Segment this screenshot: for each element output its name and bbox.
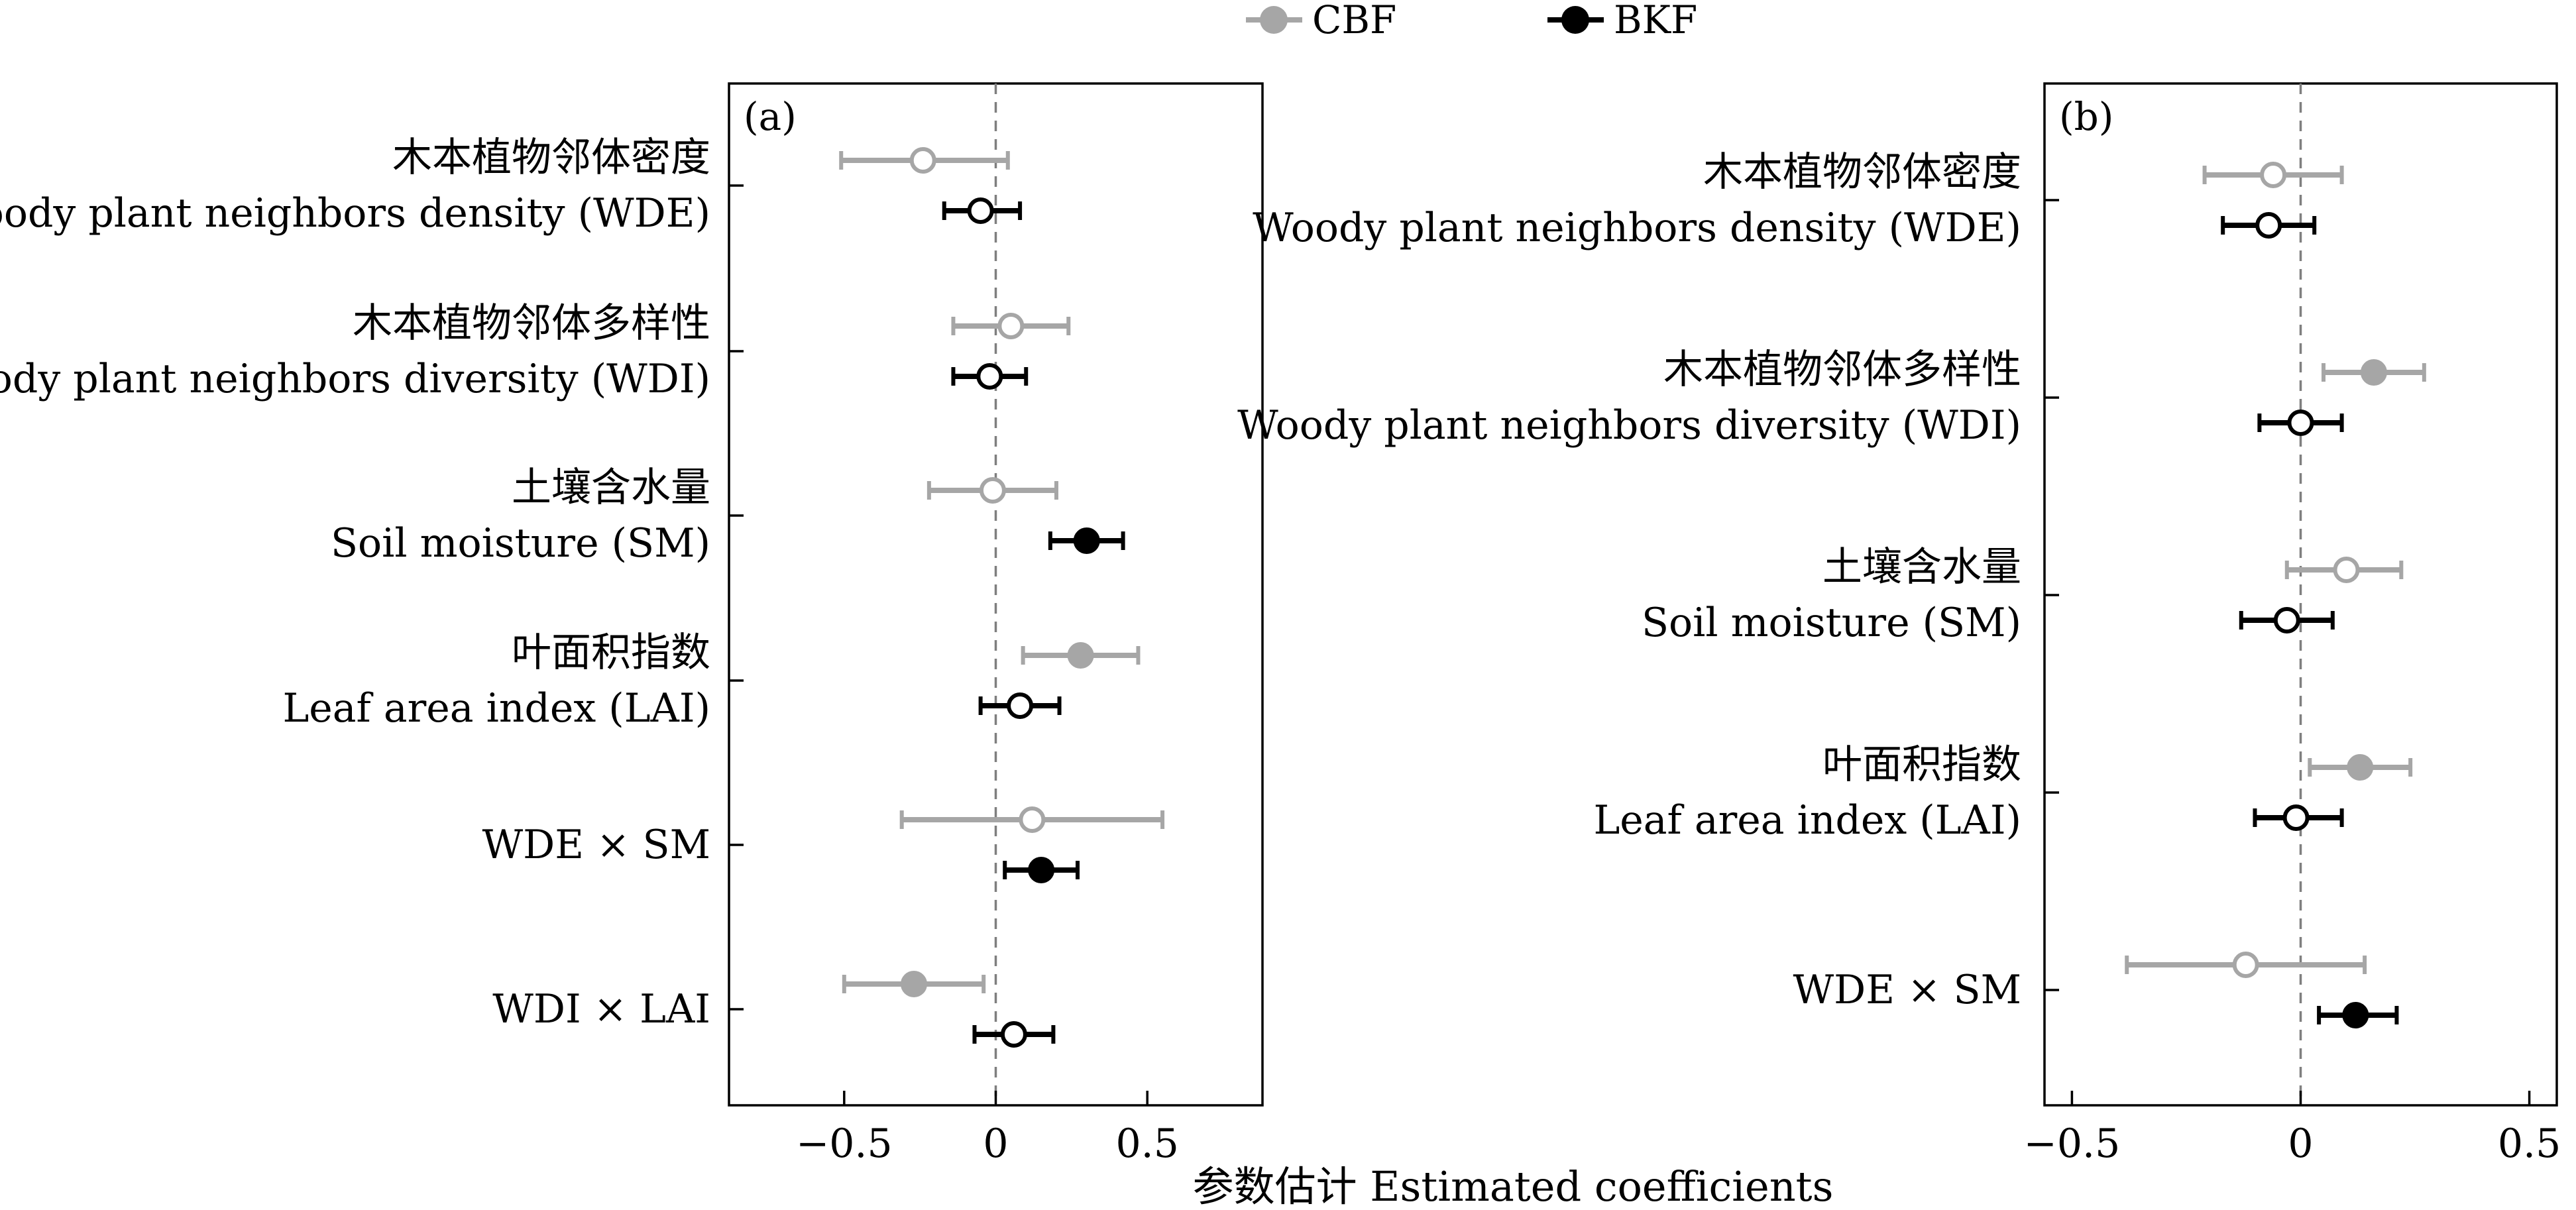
point-bkf [2282, 804, 2310, 831]
point-cbf [2347, 754, 2374, 781]
legend-marker-cbf [1260, 6, 1288, 34]
x-tick-label: −0.5 [796, 1121, 893, 1167]
row-label-cn: 土壤含水量 [512, 465, 710, 511]
point-bkf [2287, 410, 2314, 436]
x-tick-label: 0.5 [2498, 1121, 2561, 1167]
point-bkf [2255, 212, 2282, 239]
row-label-en: Soil moisture (SM) [1642, 600, 2021, 646]
row-label-cn: 土壤含水量 [1822, 544, 2021, 590]
row-label-cn: 木本植物邻体密度 [1703, 149, 2021, 195]
point-cbf [2360, 359, 2387, 386]
row-label-en: Soil moisture (SM) [331, 520, 710, 567]
x-axis-label: 参数估计 Estimated coefficients [1193, 1162, 1834, 1210]
point-bkf [1028, 857, 1055, 883]
point-cbf [901, 971, 928, 997]
legend-marker-bkf [1561, 6, 1589, 34]
point-cbf [2333, 557, 2360, 583]
point-cbf [997, 313, 1025, 339]
legend-label-bkf: BKF [1614, 0, 1697, 42]
row-label-en: Woody plant neighbors diversity (WDI) [1237, 402, 2021, 449]
legend-label-cbf: CBF [1312, 0, 1396, 42]
point-cbf [2260, 162, 2287, 188]
point-cbf [2232, 952, 2259, 978]
point-bkf [2342, 1002, 2369, 1028]
point-cbf [909, 147, 936, 174]
point-bkf [1073, 527, 1100, 554]
row-label-en: WDE × SM [1793, 967, 2021, 1013]
row-label-cn: 木本植物邻体多样性 [1663, 347, 2021, 393]
point-bkf [1007, 692, 1034, 719]
panel-b: (b) −0.5 0 0.5 木本植物邻体密度 Woody plant neighbors… [1237, 82, 2561, 1167]
row-label-cn: 叶面积指数 [1822, 742, 2021, 788]
row-label-en: Woody plant neighbors density (WDE) [1253, 205, 2021, 251]
x-tick-label: 0 [983, 1121, 1008, 1167]
panel-a: (a) −0.5 0 0.5 木本植物邻体密度 Woody plant neighbors… [0, 82, 1264, 1167]
x-tick-label: 0 [2288, 1121, 2313, 1167]
row-label-en: Woody plant neighbors density (WDE) [0, 190, 710, 237]
row-label-cn: 木本植物邻体多样性 [353, 300, 710, 347]
row-label-en: WDI × LAI [492, 986, 710, 1032]
x-tick-label: −0.5 [2024, 1121, 2121, 1167]
row-label-en: Woody plant neighbors diversity (WDI) [0, 356, 710, 402]
point-cbf [979, 477, 1006, 504]
legend: CBF BKF [1246, 0, 1697, 42]
panel-label: (a) [744, 94, 797, 139]
row-label-en: Leaf area index (LAI) [282, 685, 710, 732]
row-label-cn: 叶面积指数 [512, 630, 710, 676]
point-bkf [1000, 1021, 1027, 1048]
row-label-en: WDE × SM [482, 822, 710, 868]
row-label-cn: 木本植物邻体密度 [392, 135, 710, 181]
point-cbf [1067, 642, 1094, 669]
point-bkf [2273, 607, 2300, 633]
panel-label: (b) [2059, 94, 2113, 139]
point-cbf [1019, 806, 1046, 833]
point-bkf [976, 363, 1003, 390]
point-bkf [967, 197, 994, 224]
row-label-en: Leaf area index (LAI) [1593, 797, 2021, 844]
x-tick-label: 0.5 [1115, 1121, 1178, 1167]
